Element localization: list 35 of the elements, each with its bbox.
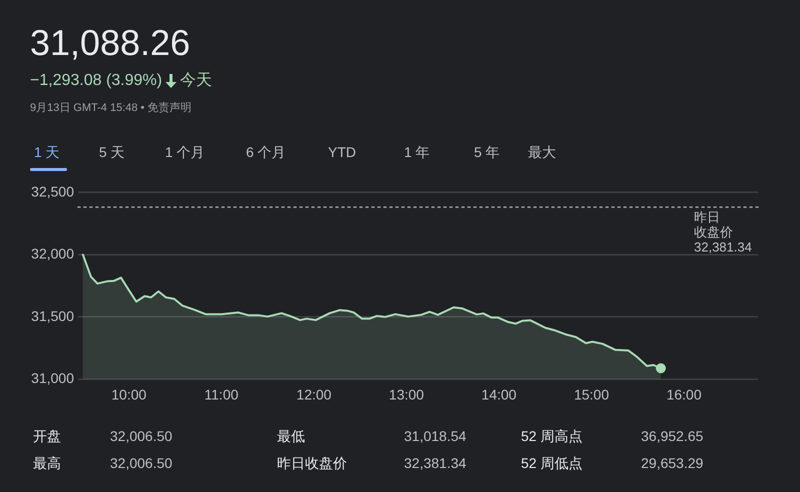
- text: 29,653.29: [641, 455, 704, 471]
- text: 1 天: [34, 144, 60, 162]
- x-tick-label: 14:00: [481, 386, 517, 402]
- x-tick-label: 11:00: [204, 386, 239, 402]
- text: 最大: [528, 144, 556, 162]
- x-tick-label: 10:00: [111, 386, 147, 402]
- text: 昨日收盘价: [277, 455, 347, 473]
- x-tick-label: 12:00: [296, 386, 332, 402]
- y-tick-label: 32,000: [31, 246, 74, 262]
- x-tick-label: 15:00: [574, 386, 610, 402]
- text: 开盘: [33, 428, 61, 446]
- text: 5 天: [99, 144, 125, 162]
- text: 52 周高点: [521, 428, 582, 446]
- text: 52 周低点: [521, 455, 582, 473]
- y-tick-label: 31,500: [31, 308, 74, 324]
- text: 5 年: [474, 144, 500, 162]
- text: 1 年: [404, 144, 430, 162]
- chart-title: 31,088.26: [30, 22, 190, 64]
- text: 最高: [33, 455, 61, 473]
- chart-subtitle: −1,293.08 (3.99%) 今天: [30, 70, 212, 91]
- y-tick-label: 32,500: [31, 183, 74, 200]
- ref-line-label: 昨日收盘价 32,381.34: [694, 209, 752, 254]
- text: 32,381.34: [404, 455, 466, 471]
- x-tick-label: 13:00: [388, 386, 424, 402]
- x-tick-label: 16:00: [666, 386, 702, 402]
- text: 9月13日 GMT-4 15:48 • 免责声明: [30, 100, 192, 115]
- text: 32,006.50: [110, 428, 172, 444]
- text: 最低: [277, 428, 305, 446]
- text: 32,006.50: [110, 455, 172, 471]
- y-tick-label: 31,000: [31, 370, 74, 386]
- text: 6 个月: [246, 144, 286, 162]
- text: 36,952.65: [641, 428, 704, 444]
- text: 31,018.54: [404, 428, 466, 444]
- text: YTD: [328, 144, 356, 160]
- text: 1 个月: [165, 144, 205, 162]
